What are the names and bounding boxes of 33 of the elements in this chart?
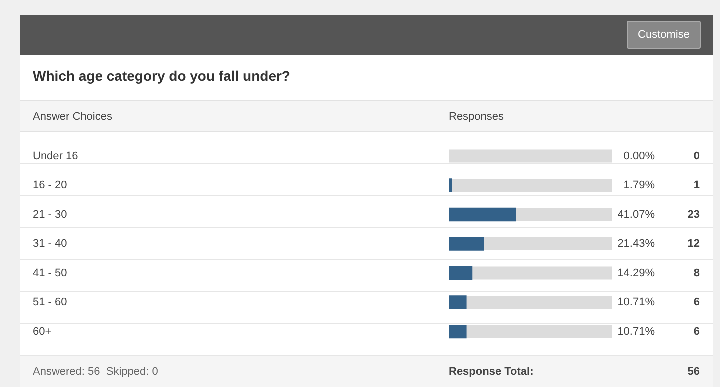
y-tick-label: 51 - 60 xyxy=(33,296,68,309)
y-tick-label: 60+ xyxy=(33,326,52,338)
y-axis-title: Answer Choices xyxy=(33,111,112,123)
y-tick-label: 41 - 50 xyxy=(33,267,68,280)
y-tick-label: 21 - 30 xyxy=(33,208,68,221)
data-label: 1.79% xyxy=(624,180,656,192)
text: 23 xyxy=(688,208,700,221)
x-axis-title: Responses xyxy=(449,111,504,123)
bar xyxy=(449,296,467,310)
y-tick-label: Under 16 xyxy=(33,150,78,162)
text: Answered: 56 Skipped: 0 xyxy=(33,366,158,378)
y-tick-label: 31 - 40 xyxy=(33,238,68,250)
bar xyxy=(449,178,452,192)
data-label: 10.71% xyxy=(618,326,656,338)
data-label: 10.71% xyxy=(618,296,656,309)
data-label: 41.07% xyxy=(618,208,656,221)
text: 0 xyxy=(694,150,700,162)
text: Which age category do you fall under? xyxy=(33,68,290,84)
text: 8 xyxy=(694,267,700,280)
text: 56 xyxy=(688,366,700,378)
text: 12 xyxy=(688,238,700,250)
text: 6 xyxy=(694,296,700,309)
text: 6 xyxy=(694,326,700,338)
text: Response Total: xyxy=(449,366,534,378)
data-label: 21.43% xyxy=(618,238,656,250)
bar xyxy=(449,237,484,251)
bar xyxy=(449,324,467,339)
data-label: 14.29% xyxy=(618,267,656,280)
data-label: 0.00% xyxy=(624,150,656,162)
text: 1 xyxy=(694,180,700,192)
y-tick-label: 16 - 20 xyxy=(33,180,68,192)
text: Customise xyxy=(627,21,701,49)
bar xyxy=(449,266,473,280)
